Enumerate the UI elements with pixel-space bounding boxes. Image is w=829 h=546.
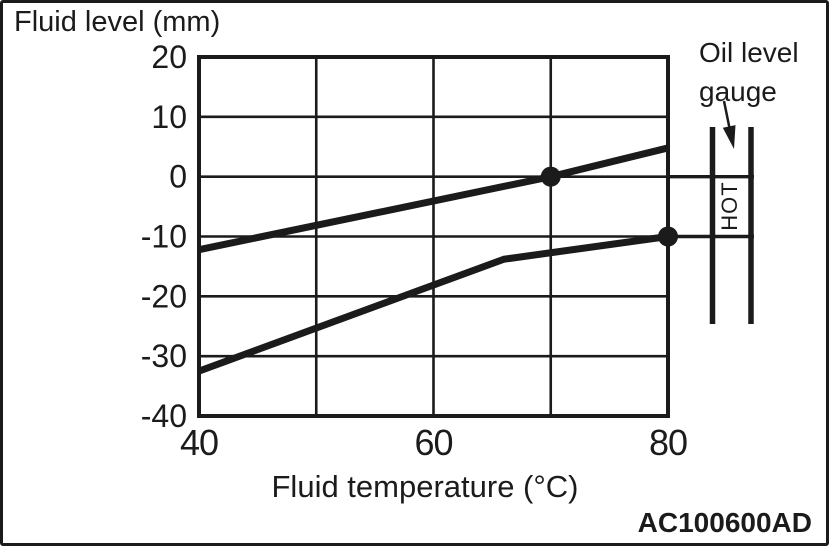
data-point-marker [658,226,678,247]
y-tick-label: -30 [141,338,187,374]
gauge-arrow-line [722,100,731,129]
data-point-marker [540,166,561,187]
x-axis-title: Fluid temperature (°C) [271,469,579,504]
oil-level-gauge-label: Oil level gauge [699,37,799,107]
hot-zone-label: HOT [717,181,742,231]
y-tick-label: -20 [141,278,187,314]
gauge-arrow-head [722,125,736,149]
x-tick-label: 40 [180,422,218,463]
chart-svg: 40 60 80 20 10 0 -10 -20 -30 -40 [141,39,754,463]
y-axis-title: Fluid level (mm) [14,6,221,38]
series-lower-level-line [197,233,669,375]
y-tick-label: 20 [151,39,187,75]
y-tick-label: -40 [141,398,187,434]
y-tick-label: -10 [141,219,187,255]
figure-code: AC100600AD [637,507,812,538]
y-tick-label: 10 [151,99,187,135]
y-tick-label: 0 [169,159,187,195]
x-tick-label: 80 [649,422,687,463]
x-tick-label: 60 [414,422,452,463]
